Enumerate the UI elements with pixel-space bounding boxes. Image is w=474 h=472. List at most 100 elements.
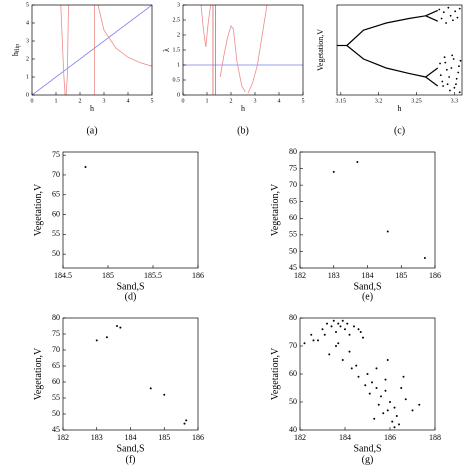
axes-frame xyxy=(62,151,199,269)
point xyxy=(456,16,459,19)
plot-area xyxy=(337,6,462,94)
series-line xyxy=(247,5,268,94)
x-tick-label: 3.3 xyxy=(451,98,459,104)
y-tick-label: 2.5 xyxy=(173,17,181,23)
x-tick-label: 3.2 xyxy=(375,98,383,104)
x-tick-label: 5 xyxy=(302,98,305,104)
y-tick-label: 1.5 xyxy=(173,47,181,53)
point xyxy=(344,328,346,331)
point xyxy=(458,7,461,10)
point xyxy=(448,89,451,92)
series-line xyxy=(200,5,211,48)
point xyxy=(445,22,447,24)
point xyxy=(328,353,331,356)
y-tick-label: 50 xyxy=(52,249,60,258)
x-tick-label: 186 xyxy=(429,271,441,280)
y-axis-label-text: Vegetation,V xyxy=(316,29,325,71)
y-tick-label: 45 xyxy=(52,425,60,434)
point xyxy=(332,319,335,322)
caption: (f) xyxy=(126,454,136,465)
axes-frame xyxy=(299,317,436,431)
point xyxy=(449,14,452,17)
point xyxy=(368,392,371,395)
point xyxy=(458,65,460,68)
y-axis-label-text: Vegetation,V xyxy=(33,347,44,400)
point xyxy=(448,76,451,78)
point xyxy=(411,409,414,412)
point xyxy=(384,389,387,392)
point xyxy=(119,326,122,329)
x-tick-label: 185 xyxy=(158,433,170,442)
axes-frame xyxy=(31,4,153,96)
y-axis-label: Vegetation,V xyxy=(270,347,281,400)
y-axis-label-text: h xyxy=(11,52,20,56)
point xyxy=(95,339,98,342)
axes-frame xyxy=(336,4,463,96)
series-line xyxy=(425,9,439,17)
x-axis-label: Sand,S xyxy=(353,281,381,292)
plot-area xyxy=(84,166,87,169)
point xyxy=(348,350,351,353)
y-tick-label: 40 xyxy=(289,425,297,434)
point xyxy=(452,58,455,60)
point xyxy=(84,166,87,169)
point xyxy=(441,80,444,83)
plot-area xyxy=(95,325,188,425)
point xyxy=(330,325,333,328)
x-axis-label: h xyxy=(241,104,245,113)
y-tick-label: 2 xyxy=(26,56,29,62)
point xyxy=(451,54,454,57)
x-tick-label: 184 xyxy=(339,433,351,442)
y-tick-label: 80 xyxy=(289,147,297,156)
point xyxy=(447,6,450,9)
y-tick-label: 70 xyxy=(289,180,297,189)
x-tick-label: 182 xyxy=(294,271,306,280)
x-tick-label: 4 xyxy=(127,98,130,104)
y-axis-label: hflip xyxy=(11,44,22,56)
y-tick-label: 75 xyxy=(289,163,297,172)
y-tick-label: 70 xyxy=(52,170,60,179)
point xyxy=(364,384,367,387)
point xyxy=(337,322,340,325)
y-axis-label: Vegetation,V xyxy=(33,183,44,236)
point xyxy=(355,364,358,367)
caption: (a) xyxy=(86,125,97,136)
point xyxy=(341,359,344,361)
point xyxy=(335,331,337,333)
plot-area xyxy=(303,319,421,429)
x-tick-label: 5 xyxy=(151,98,154,104)
y-tick-label: 1 xyxy=(26,74,29,80)
y-tick-label: 70 xyxy=(52,345,60,354)
series-line xyxy=(32,5,152,95)
point xyxy=(377,403,380,406)
y-axis-label: Vegetation,V xyxy=(316,29,325,71)
y-axis-label-sub: flip xyxy=(14,44,21,52)
point xyxy=(395,415,398,417)
panel: 184.5 185 185.5 186 50 55 60 65 70 75 Sand,S Vegeta… xyxy=(33,150,204,302)
y-tick-label: 55 xyxy=(52,393,60,402)
x-tick-label: 186 xyxy=(192,271,204,280)
y-axis-label: Vegetation,V xyxy=(270,183,281,236)
x-tick-label: 182 xyxy=(57,433,69,442)
x-tick-label: 183 xyxy=(91,433,103,442)
point xyxy=(393,406,396,409)
y-axis-label-text: Vegetation,V xyxy=(33,183,44,236)
point xyxy=(386,409,389,412)
point xyxy=(346,322,349,325)
panel: 3.15 3.2 3.25 3.3 h Vegetation,V (c) xyxy=(316,4,463,136)
point xyxy=(373,417,376,420)
point xyxy=(332,170,335,173)
y-tick-label: 45 xyxy=(289,263,297,272)
caption: (g) xyxy=(362,454,374,465)
panel: 182 183 184 185 186 45 50 55 60 65 70 75 80 Sand,S Veg… xyxy=(33,313,204,465)
x-tick-label: 3 xyxy=(254,98,257,104)
x-axis-label: Sand,S xyxy=(116,443,144,454)
point xyxy=(348,333,351,336)
point xyxy=(357,375,360,378)
y-tick-label: 0 xyxy=(26,92,29,98)
x-tick-label: 183 xyxy=(328,271,340,280)
plot-area xyxy=(183,5,303,95)
point xyxy=(444,61,447,64)
x-tick-label: 186 xyxy=(384,433,396,442)
